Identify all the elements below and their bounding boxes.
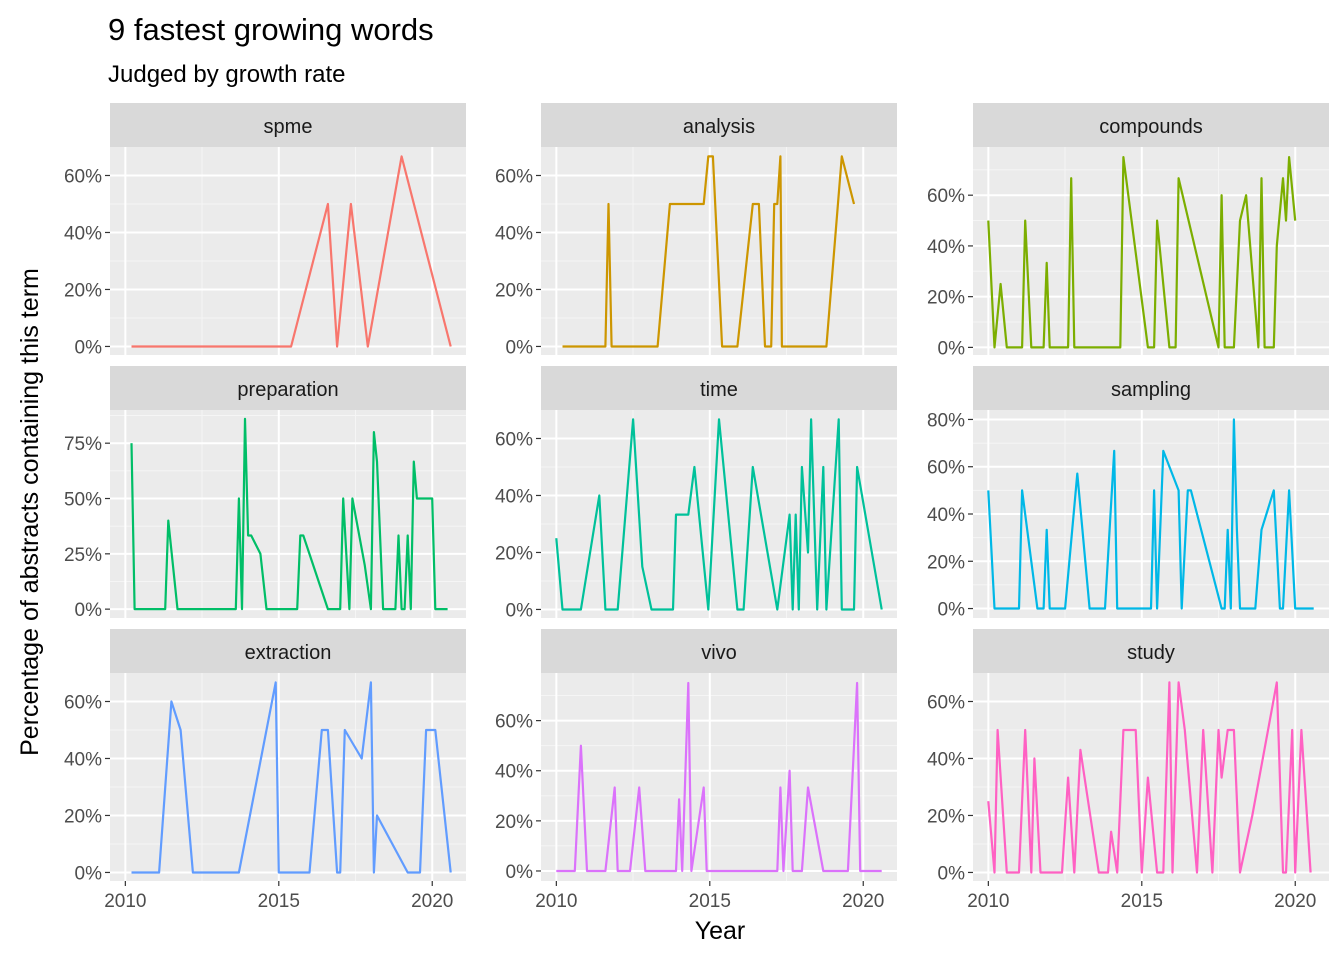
facet-strip — [973, 629, 1329, 673]
facet-strip-label: preparation — [237, 379, 338, 401]
chart-title: 9 fastest growing words — [108, 12, 434, 47]
x-tick-label: 2020 — [1274, 891, 1316, 912]
y-tick-label: 25% — [64, 545, 102, 566]
y-tick-label: 0% — [506, 600, 534, 621]
facet-strip-label: vivo — [701, 642, 737, 664]
facet-panel-sampling: sampling 0% 20% 40% 60% 80% — [927, 366, 1329, 621]
facet-panel-analysis: analysis 0% 20% 40% 60% — [495, 103, 897, 358]
y-tick-label: 60% — [927, 458, 965, 479]
panel-background — [110, 147, 466, 355]
y-tick-label: 20% — [495, 812, 533, 833]
y-tick-label: 0% — [938, 338, 966, 359]
y-tick-label: 60% — [495, 429, 533, 450]
y-tick-label: 20% — [927, 288, 965, 309]
y-tick-label: 60% — [495, 166, 533, 187]
y-axis-title: Percentage of abstracts containing this … — [16, 268, 44, 756]
y-tick-label: 0% — [506, 337, 534, 358]
facet-strip — [541, 366, 897, 410]
facet-strip — [110, 103, 466, 147]
x-axis-title: Year — [695, 917, 746, 945]
y-tick-label: 50% — [64, 490, 102, 511]
series-line-vivo — [556, 681, 882, 873]
y-tick-label: 40% — [495, 486, 533, 507]
facet-strip — [541, 103, 897, 147]
facet-strip-label: compounds — [1099, 116, 1202, 138]
x-tick-label: 2020 — [842, 891, 884, 912]
series-line-preparation — [130, 417, 448, 611]
x-tick-label: 2015 — [1121, 891, 1163, 912]
facet-strip — [110, 366, 466, 410]
facet-strip — [541, 629, 897, 673]
facet-panel-preparation: preparation 0% 25% 50% 75% — [64, 366, 466, 621]
y-tick-label: 60% — [927, 186, 965, 207]
panel-background — [541, 673, 897, 881]
facet-strip-label: spme — [264, 116, 313, 138]
facet-strip-label: sampling — [1111, 379, 1191, 401]
series-line-analysis — [562, 155, 856, 348]
y-tick-label: 20% — [495, 543, 533, 564]
y-tick-label: 0% — [938, 863, 966, 884]
facet-strip — [110, 629, 466, 673]
facet-panel-time: time 0% 20% 40% 60% — [495, 366, 897, 621]
y-tick-label: 60% — [495, 712, 533, 733]
y-tick-label: 20% — [64, 806, 102, 827]
y-tick-label: 60% — [64, 692, 102, 713]
y-tick-label: 80% — [927, 410, 965, 431]
y-tick-label: 20% — [495, 280, 533, 301]
y-tick-label: 20% — [927, 806, 965, 827]
panel-background — [110, 673, 466, 881]
y-tick-label: 0% — [75, 600, 103, 621]
series-line-extraction — [131, 681, 452, 874]
series-line-study — [987, 681, 1312, 874]
y-tick-label: 0% — [938, 600, 966, 621]
facet-panel-study: study 0% 20% 40% 60% 2010 2015 2020 — [927, 629, 1329, 912]
y-tick-label: 0% — [75, 337, 103, 358]
facet-strip-label: analysis — [683, 116, 755, 138]
facet-panel-spme: spme 0% 20% 40% 60% — [64, 103, 466, 358]
facet-strip-label: time — [700, 379, 738, 401]
x-tick-label: 2010 — [104, 891, 146, 912]
y-tick-label: 40% — [927, 505, 965, 526]
y-tick-label: 60% — [927, 692, 965, 713]
series-line-time — [555, 418, 883, 611]
facet-strip-label: extraction — [245, 642, 332, 664]
facet-strip-label: study — [1127, 642, 1175, 664]
series-line-sampling — [987, 418, 1314, 610]
y-tick-label: 40% — [64, 223, 102, 244]
y-tick-label: 40% — [927, 237, 965, 258]
x-tick-label: 2020 — [411, 891, 453, 912]
facet-strip — [973, 366, 1329, 410]
facet-panel-compounds: compounds 0% 20% 40% 60% — [927, 103, 1329, 359]
y-tick-label: 75% — [64, 434, 102, 455]
y-tick-label: 0% — [506, 862, 534, 883]
x-tick-label: 2010 — [535, 891, 577, 912]
y-tick-label: 60% — [64, 166, 102, 187]
y-tick-label: 40% — [495, 223, 533, 244]
y-tick-label: 0% — [75, 863, 103, 884]
series-line-spme — [131, 155, 452, 348]
y-tick-label: 40% — [495, 762, 533, 783]
chart-subtitle: Judged by growth rate — [108, 61, 345, 88]
x-tick-label: 2015 — [689, 891, 731, 912]
y-tick-label: 20% — [64, 280, 102, 301]
x-tick-label: 2015 — [258, 891, 300, 912]
facet-panels: spme0%20%40%60%analysis0%20%40%60%compou… — [64, 103, 1329, 912]
y-tick-label: 40% — [64, 749, 102, 770]
panel-background — [541, 410, 897, 618]
panel-background — [541, 147, 897, 355]
facet-panel-extraction: extraction 0% 20% 40% 60% 2010 2015 2020 — [64, 629, 466, 912]
y-tick-label: 40% — [927, 749, 965, 770]
panel-background — [973, 147, 1329, 355]
y-tick-label: 20% — [927, 552, 965, 573]
facet-panel-vivo: vivo 0% 20% 40% 60% 2010 2015 2020 — [495, 629, 897, 912]
x-tick-label: 2010 — [967, 891, 1009, 912]
series-line-compounds — [987, 156, 1297, 349]
facet-strip — [973, 103, 1329, 147]
